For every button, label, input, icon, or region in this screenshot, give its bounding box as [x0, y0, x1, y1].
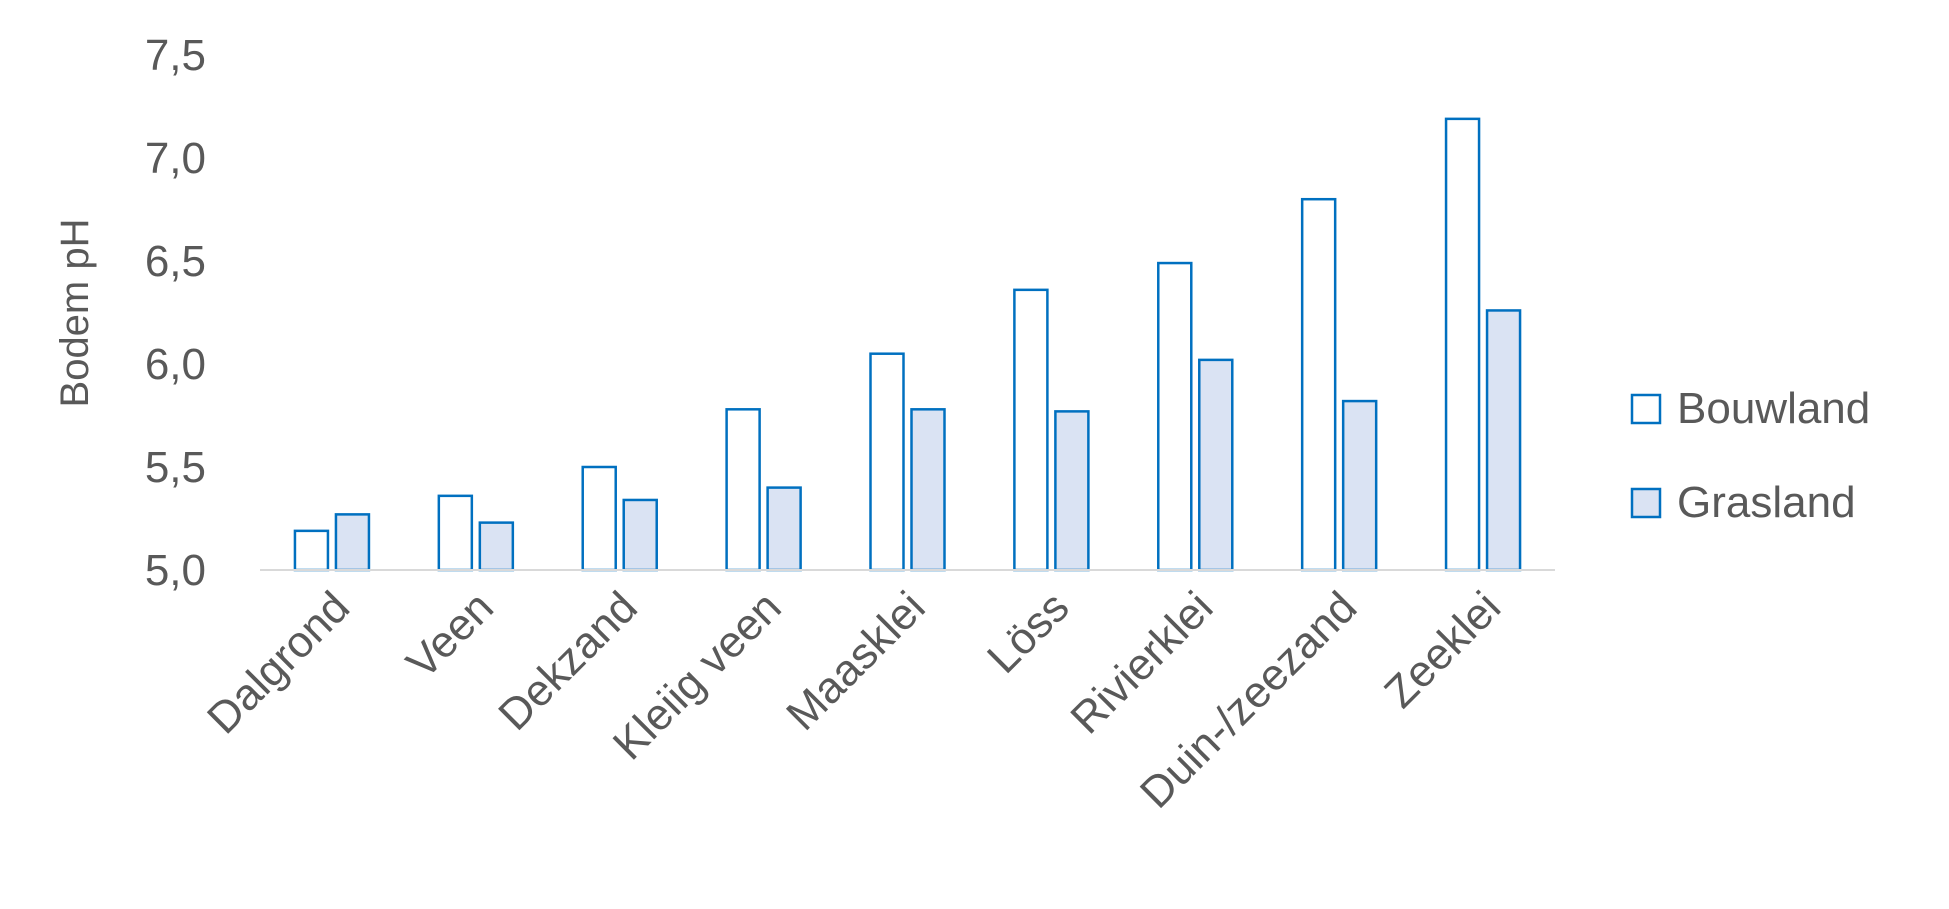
- y-tick-label: 7,0: [145, 134, 206, 183]
- legend-label-grasland: Grasland: [1677, 478, 1856, 527]
- bar-bouwland: [293, 529, 330, 572]
- y-tick-label: 6,0: [145, 340, 206, 389]
- bar-grasland: [1198, 358, 1234, 572]
- bar-bouwland: [437, 494, 474, 572]
- bar-grasland: [478, 521, 515, 572]
- x-category-label: Veen: [397, 582, 503, 688]
- legend: Bouwland Grasland: [1630, 384, 1870, 527]
- bar-grasland: [1485, 309, 1522, 572]
- bar-grasland: [766, 486, 802, 572]
- legend-swatch-bouwland: [1630, 393, 1662, 425]
- bar-grasland: [910, 408, 946, 572]
- x-category-label: Zeeklei: [1375, 582, 1510, 717]
- y-tick-label: 7,5: [145, 31, 206, 80]
- bar-bouwland: [1300, 197, 1337, 572]
- y-axis-title: Bodem pH: [53, 219, 97, 408]
- bar-bouwland: [1444, 117, 1481, 572]
- bar-bouwland: [725, 408, 761, 572]
- bar-grasland: [1341, 399, 1378, 572]
- legend-label-bouwland: Bouwland: [1677, 384, 1870, 433]
- bar-bouwland: [581, 465, 617, 572]
- y-axis-ticks: 5,0 5,5 6,0 6,5 7,0 7,5: [145, 31, 206, 595]
- bar-grasland: [622, 498, 658, 572]
- y-tick-label: 5,5: [145, 443, 206, 492]
- bar-grasland: [1054, 410, 1090, 572]
- bar-grasland: [334, 513, 371, 572]
- x-category-label: Maasklei: [777, 582, 934, 739]
- bar-bouwland: [1157, 261, 1193, 572]
- x-category-label: Dalgrond: [198, 582, 359, 743]
- y-tick-label: 6,5: [145, 237, 206, 286]
- bars: [293, 117, 1522, 572]
- bar-bouwland: [1013, 288, 1049, 572]
- x-category-label: Löss: [978, 582, 1078, 682]
- y-tick-label: 5,0: [145, 546, 206, 595]
- legend-swatch-grasland: [1630, 487, 1662, 519]
- bar-bouwland: [869, 352, 905, 572]
